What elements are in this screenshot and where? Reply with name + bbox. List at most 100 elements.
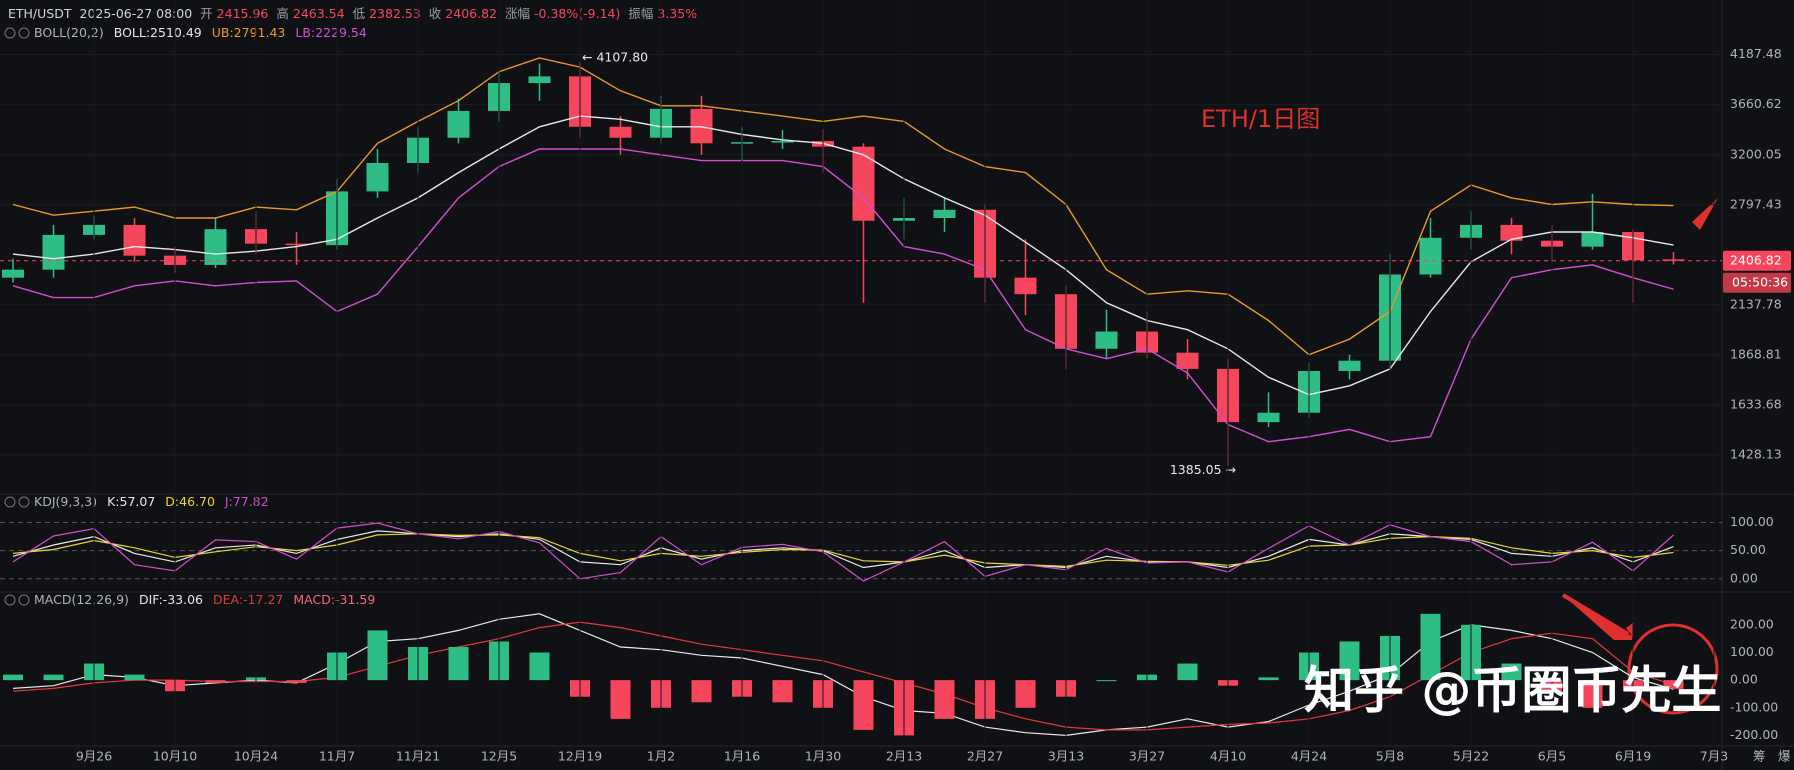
macd-bar bbox=[124, 674, 145, 681]
legend-entry: KDJ(9,3,3) bbox=[34, 494, 97, 509]
legend-entry: BOLL(20,2) bbox=[34, 25, 104, 40]
legend: MACD(12,26,9) DIF:-33.06 DEA:-17.27 MACD:-3… bbox=[34, 592, 375, 607]
last-price-label: 2406.82 bbox=[1730, 252, 1782, 267]
candle-body bbox=[1257, 412, 1280, 423]
last-price-box bbox=[1723, 250, 1791, 271]
y-tick-label: 1428.13 bbox=[1730, 447, 1782, 462]
x-tick-label: 4月24 bbox=[1291, 749, 1327, 764]
x-tick-label: 11月21 bbox=[396, 749, 440, 764]
indicator-line bbox=[12, 115, 1674, 396]
arrow-icon bbox=[1692, 198, 1718, 230]
candle-body bbox=[609, 126, 632, 138]
legend-entry: -0.38%(-9.14) bbox=[534, 6, 620, 21]
indicator-line bbox=[12, 522, 1674, 582]
x-tick-label: 12月5 bbox=[481, 749, 517, 764]
y-tick-label: -200.00 bbox=[1730, 727, 1778, 742]
x-tick-label: 1月2 bbox=[647, 749, 675, 764]
legend-entry: 高 bbox=[276, 6, 289, 21]
macd-bar bbox=[286, 680, 307, 683]
candle-body bbox=[933, 209, 956, 218]
macd-bar bbox=[448, 646, 469, 681]
y-tick-label: 3200.05 bbox=[1730, 146, 1782, 161]
toolbar-button[interactable]: 筹 bbox=[1753, 749, 1766, 764]
settings-icon bbox=[18, 594, 30, 606]
legend: BOLL(20,2) BOLL:2510.49 UB:2791.43 LB:2229.… bbox=[34, 25, 367, 40]
x-tick-label: 3月27 bbox=[1129, 749, 1165, 764]
macd-bar bbox=[772, 680, 793, 703]
x-tick-label: 6月19 bbox=[1615, 749, 1651, 764]
x-tick-label: 2月27 bbox=[967, 749, 1003, 764]
y-tick-label: 3660.62 bbox=[1730, 96, 1782, 111]
x-tick-label: 12月19 bbox=[558, 749, 602, 764]
eye-icon bbox=[4, 496, 16, 508]
macd-bar bbox=[1177, 663, 1198, 681]
eye-icon bbox=[4, 27, 16, 39]
macd-bar bbox=[1096, 680, 1117, 682]
macd-bar bbox=[934, 680, 955, 719]
candle-body bbox=[771, 141, 794, 143]
candle-body bbox=[42, 234, 65, 270]
y-tick-label: 1633.68 bbox=[1730, 396, 1782, 411]
countdown: 05:50:36 bbox=[1732, 274, 1788, 289]
x-tick-label: 9月26 bbox=[76, 749, 112, 764]
legend-entry: ETH/USDT bbox=[8, 6, 72, 21]
candle-body bbox=[528, 76, 551, 84]
macd-bar bbox=[3, 674, 23, 681]
y-tick-label: 100.00 bbox=[1730, 514, 1774, 529]
settings-icon bbox=[18, 27, 30, 39]
y-tick-label: 100.00 bbox=[1730, 644, 1774, 659]
legend-entry: 涨幅 bbox=[505, 6, 530, 21]
candle-body bbox=[1338, 360, 1361, 371]
legend-entry: DEA:-17.27 bbox=[213, 592, 283, 607]
macd-bar bbox=[1339, 641, 1360, 681]
toolbar-button[interactable]: 爆 bbox=[1778, 749, 1791, 764]
x-tick-label: 1月30 bbox=[805, 749, 841, 764]
candle-body bbox=[2, 269, 24, 278]
legend-entry: BOLL:2510.49 bbox=[114, 25, 202, 40]
candle-body bbox=[123, 224, 146, 256]
macd-bar bbox=[43, 674, 64, 681]
legend-entry: 收 bbox=[429, 6, 442, 21]
x-tick-label: 10月24 bbox=[234, 749, 278, 764]
header: ETH/USDT 2025-06-27 08:00 开 2415.96 高 2463.54… bbox=[8, 6, 697, 21]
candle-body bbox=[447, 110, 470, 138]
x-tick-label: 11月7 bbox=[319, 749, 355, 764]
legend-entry: 2406.82 bbox=[445, 6, 497, 21]
x-tick-label: 3月13 bbox=[1048, 749, 1084, 764]
candle-body bbox=[1419, 237, 1442, 275]
legend-entry: 3.35% bbox=[657, 6, 697, 21]
legend-entry: 2463.54 bbox=[293, 6, 345, 21]
price-annotation: 1385.05 → bbox=[1170, 462, 1236, 477]
legend-entry: D:46.70 bbox=[165, 494, 215, 509]
legend-entry: MACD:-31.59 bbox=[293, 592, 375, 607]
x-tick-label: 4月10 bbox=[1210, 749, 1246, 764]
candle-body bbox=[204, 229, 227, 265]
chart-annotation-title: ETH/1日图 bbox=[1201, 105, 1320, 133]
macd-bar bbox=[610, 680, 631, 719]
macd-bar bbox=[1258, 677, 1279, 681]
macd-bar bbox=[1015, 680, 1036, 708]
candle-body bbox=[1500, 224, 1523, 241]
macd-bar bbox=[691, 680, 712, 703]
legend-entry: 2382.53 bbox=[369, 6, 421, 21]
x-tick-label: 10月10 bbox=[153, 749, 197, 764]
x-tick-label: 5月22 bbox=[1453, 749, 1489, 764]
arrow-icon bbox=[1561, 593, 1630, 636]
candle-body bbox=[1176, 352, 1199, 369]
legend-entry: UB:2791.43 bbox=[212, 25, 286, 40]
indicator-line bbox=[12, 57, 1674, 356]
macd-bar bbox=[1501, 663, 1522, 681]
indicator-line bbox=[12, 530, 1674, 569]
x-tick-label: 7月3 bbox=[1700, 749, 1728, 764]
candle-body bbox=[1095, 331, 1118, 349]
legend-entry: K:57.07 bbox=[107, 494, 155, 509]
legend-entry: 2025-06-27 08:00 bbox=[80, 6, 193, 21]
legend-entry: 振幅 bbox=[628, 6, 653, 21]
y-tick-label: 0.00 bbox=[1730, 672, 1758, 687]
indicator-line bbox=[12, 148, 1674, 443]
candle-body bbox=[285, 243, 308, 246]
macd-bar bbox=[529, 652, 550, 681]
macd-bar bbox=[1582, 680, 1603, 708]
